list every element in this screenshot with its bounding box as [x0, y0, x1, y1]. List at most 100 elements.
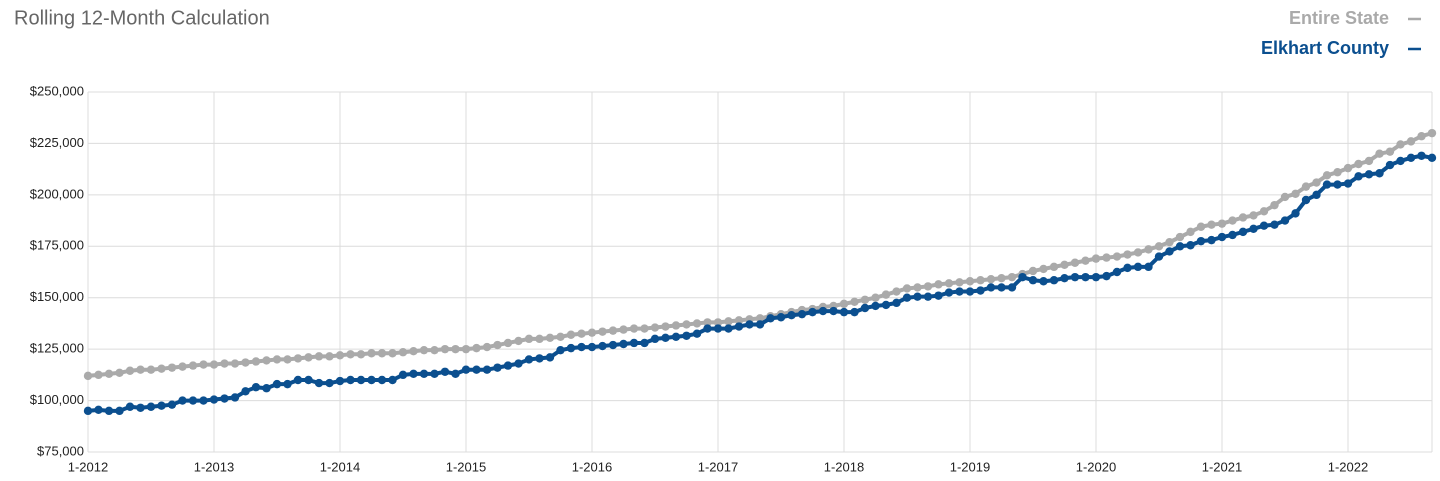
- data-point: [1280, 192, 1290, 202]
- data-point: [409, 369, 418, 379]
- data-point: [1112, 252, 1122, 261]
- data-point: [1070, 272, 1080, 282]
- data-point: [629, 324, 639, 333]
- data-point: [188, 396, 198, 405]
- data-point: [356, 375, 366, 385]
- data-point: [734, 322, 744, 331]
- data-point: [1259, 221, 1269, 230]
- data-point: [556, 345, 565, 355]
- data-point: [1427, 128, 1437, 138]
- data-point: [808, 307, 817, 317]
- data-point: [356, 350, 366, 359]
- data-point: [304, 375, 313, 385]
- x-tick-label: 1-2019: [950, 459, 990, 474]
- data-point: [587, 328, 597, 337]
- data-point: [997, 283, 1006, 292]
- data-point: [1070, 258, 1080, 267]
- data-point: [860, 303, 870, 313]
- data-point: [94, 405, 103, 415]
- data-point: [661, 333, 670, 343]
- data-point: [1123, 250, 1132, 259]
- data-point: [619, 325, 628, 334]
- data-point: [1091, 272, 1101, 282]
- data-point: [1406, 153, 1416, 163]
- data-point: [115, 368, 124, 377]
- data-point: [241, 387, 250, 396]
- data-point: [566, 330, 576, 339]
- data-point: [661, 322, 670, 331]
- data-point: [1322, 171, 1332, 180]
- data-point: [314, 352, 324, 361]
- data-point: [146, 402, 156, 411]
- data-point: [976, 276, 985, 285]
- data-point: [839, 299, 849, 309]
- y-tick-label: $100,000: [30, 392, 84, 407]
- x-tick-label: 1-2017: [698, 459, 738, 474]
- data-point: [850, 297, 859, 307]
- data-point: [598, 341, 607, 351]
- data-point: [535, 354, 544, 363]
- data-point: [209, 395, 219, 404]
- data-point: [472, 365, 481, 374]
- data-point: [1196, 222, 1206, 231]
- data-point: [293, 354, 303, 363]
- data-point: [1028, 276, 1038, 285]
- data-point: [115, 406, 124, 416]
- data-point: [377, 349, 387, 358]
- y-tick-label: $250,000: [30, 83, 84, 98]
- data-point: [608, 340, 618, 350]
- data-point: [1007, 272, 1017, 282]
- data-point: [419, 369, 429, 379]
- data-point: [1228, 216, 1237, 225]
- data-point: [367, 349, 376, 358]
- data-point: [619, 339, 628, 349]
- legend-label: Elkhart County: [1261, 38, 1389, 58]
- data-point: [1396, 140, 1405, 149]
- data-point: [598, 327, 607, 336]
- data-point: [692, 319, 702, 328]
- data-point: [1133, 248, 1143, 257]
- data-point: [1186, 241, 1195, 250]
- data-point: [923, 292, 933, 301]
- data-point: [209, 360, 219, 369]
- y-tick-label: $200,000: [30, 186, 84, 201]
- data-point: [461, 344, 471, 354]
- x-tick-label: 1-2015: [446, 459, 486, 474]
- data-point: [776, 313, 786, 322]
- x-tick-label: 1-2016: [572, 459, 612, 474]
- data-point: [965, 277, 975, 286]
- data-point: [178, 362, 187, 371]
- data-point: [556, 332, 565, 341]
- data-point: [1165, 247, 1174, 256]
- data-point: [1217, 219, 1227, 228]
- data-point: [1196, 236, 1206, 246]
- data-point: [713, 324, 723, 333]
- data-point: [881, 290, 891, 299]
- data-point: [650, 323, 660, 332]
- data-point: [1259, 207, 1269, 216]
- data-point: [1238, 227, 1248, 237]
- data-point: [241, 358, 250, 367]
- data-point: [451, 344, 460, 354]
- data-point: [409, 347, 418, 356]
- data-point: [262, 384, 271, 393]
- data-point: [703, 318, 712, 327]
- data-point: [1102, 253, 1111, 262]
- data-point: [1175, 232, 1185, 242]
- data-point: [1091, 254, 1101, 263]
- data-point: [860, 295, 870, 304]
- data-point: [1039, 264, 1048, 274]
- data-point: [934, 291, 943, 300]
- data-point: [167, 400, 177, 409]
- data-point: [944, 288, 954, 297]
- data-point: [1427, 153, 1437, 163]
- data-point: [1364, 170, 1374, 179]
- data-point: [1154, 252, 1164, 261]
- data-point: [839, 307, 849, 317]
- data-point: [640, 338, 649, 348]
- data-point: [1364, 156, 1374, 166]
- data-point: [1144, 262, 1153, 272]
- data-point: [335, 376, 345, 386]
- data-point: [461, 365, 471, 374]
- data-point: [1301, 195, 1311, 205]
